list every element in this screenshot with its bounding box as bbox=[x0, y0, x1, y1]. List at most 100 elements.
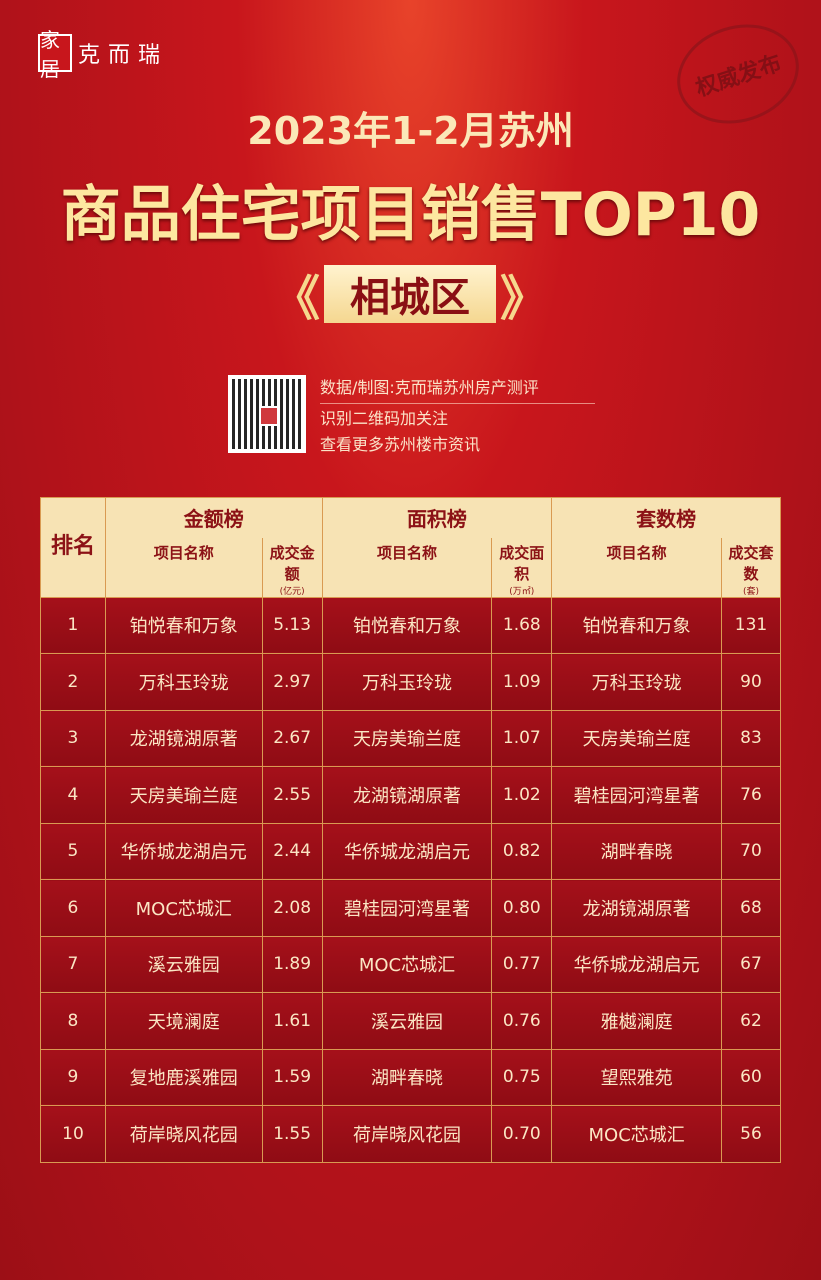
area-project-cell: MOC芯城汇 bbox=[321, 935, 493, 993]
units-project-cell: 雅樾澜庭 bbox=[551, 992, 722, 1050]
area-project-cell: 华侨城龙湖启元 bbox=[321, 822, 493, 880]
amount-project-cell: 荷岸晓风花园 bbox=[104, 1105, 263, 1163]
district-banner: 《 相城区 》 bbox=[272, 262, 548, 327]
amount-value-cell: 2.08 bbox=[261, 879, 323, 937]
col-project-name: 项目名称 bbox=[104, 537, 263, 598]
table-row: 7 溪云雅园 1.89 MOC芯城汇 0.77 华侨城龙湖启元 67 bbox=[40, 935, 781, 993]
source-credit: 数据/制图:克而瑞苏州房产测评 bbox=[320, 375, 595, 404]
rank-cell: 3 bbox=[40, 709, 106, 767]
right-bracket-icon: 》 bbox=[499, 271, 548, 327]
unit-label: (亿元) bbox=[279, 586, 305, 597]
units-value-cell: 60 bbox=[721, 1048, 781, 1106]
value-col-label: 成交金额 bbox=[269, 543, 315, 583]
amount-project-cell: 龙湖镜湖原著 bbox=[104, 709, 263, 767]
table-row: 8 天境澜庭 1.61 溪云雅园 0.76 雅樾澜庭 62 bbox=[40, 992, 781, 1050]
amount-value-cell: 1.89 bbox=[261, 935, 323, 993]
amount-project-cell: 溪云雅园 bbox=[104, 935, 263, 993]
area-value-cell: 0.77 bbox=[491, 935, 553, 993]
units-project-cell: 龙湖镜湖原著 bbox=[551, 879, 722, 937]
units-value-cell: 62 bbox=[721, 992, 781, 1050]
area-value-cell: 0.75 bbox=[491, 1048, 553, 1106]
col-project-name: 项目名称 bbox=[551, 537, 722, 598]
units-project-cell: 望熙雅苑 bbox=[551, 1048, 722, 1106]
amount-value-cell: 5.13 bbox=[261, 596, 323, 654]
rank-cell: 7 bbox=[40, 935, 106, 993]
units-project-cell: 湖畔春晓 bbox=[551, 822, 722, 880]
amount-project-cell: 万科玉玲珑 bbox=[104, 653, 263, 711]
area-project-cell: 碧桂园河湾星著 bbox=[321, 879, 493, 937]
units-project-cell: 天房美瑜兰庭 bbox=[551, 709, 722, 767]
amount-value-cell: 2.55 bbox=[261, 766, 323, 824]
area-project-cell: 铂悦春和万象 bbox=[321, 596, 493, 654]
rank-cell: 1 bbox=[40, 596, 106, 654]
table-row: 3 龙湖镜湖原著 2.67 天房美瑜兰庭 1.07 天房美瑜兰庭 83 bbox=[40, 709, 781, 767]
amount-value-cell: 1.61 bbox=[261, 992, 323, 1050]
area-project-cell: 天房美瑜兰庭 bbox=[321, 709, 493, 767]
area-value-cell: 0.80 bbox=[491, 879, 553, 937]
group-area: 面积榜 bbox=[321, 497, 553, 538]
area-project-cell: 溪云雅园 bbox=[321, 992, 493, 1050]
units-value-cell: 76 bbox=[721, 766, 781, 824]
amount-project-cell: 天房美瑜兰庭 bbox=[104, 766, 263, 824]
units-value-cell: 131 bbox=[721, 596, 781, 654]
area-value-cell: 1.68 bbox=[491, 596, 553, 654]
value-col-label: 成交面积 bbox=[499, 543, 545, 583]
left-bracket-icon: 《 bbox=[272, 271, 321, 327]
table-row: 9 复地鹿溪雅园 1.59 湖畔春晓 0.75 望熙雅苑 60 bbox=[40, 1048, 781, 1106]
page-title: 商品住宅项目销售TOP10 bbox=[60, 180, 761, 250]
units-project-cell: 万科玉玲珑 bbox=[551, 653, 722, 711]
units-project-cell: MOC芯城汇 bbox=[551, 1105, 722, 1163]
col-value: 成交面积 (万㎡) bbox=[491, 537, 553, 598]
col-project-name: 项目名称 bbox=[321, 537, 493, 598]
area-value-cell: 0.70 bbox=[491, 1105, 553, 1163]
table-row: 6 MOC芯城汇 2.08 碧桂园河湾星著 0.80 龙湖镜湖原著 68 bbox=[40, 879, 781, 937]
brand-name: 克而瑞 bbox=[78, 43, 169, 68]
area-value-cell: 0.76 bbox=[491, 992, 553, 1050]
source-info: 数据/制图:克而瑞苏州房产测评 识别二维码加关注 查看更多苏州楼市资讯 bbox=[320, 375, 595, 458]
units-value-cell: 90 bbox=[721, 653, 781, 711]
rank-cell: 8 bbox=[40, 992, 106, 1050]
col-value: 成交套数 (套) bbox=[721, 537, 781, 598]
rank-cell: 10 bbox=[40, 1105, 106, 1163]
rank-header: 排名 bbox=[40, 497, 106, 598]
rank-cell: 4 bbox=[40, 766, 106, 824]
col-value: 成交金额 (亿元) bbox=[261, 537, 323, 598]
value-col-label: 成交套数 bbox=[728, 543, 774, 583]
amount-value-cell: 1.55 bbox=[261, 1105, 323, 1163]
table-row: 4 天房美瑜兰庭 2.55 龙湖镜湖原著 1.02 碧桂园河湾星著 76 bbox=[40, 766, 781, 824]
area-project-cell: 湖畔春晓 bbox=[321, 1048, 493, 1106]
units-value-cell: 68 bbox=[721, 879, 781, 937]
amount-value-cell: 2.67 bbox=[261, 709, 323, 767]
unit-label: (套) bbox=[742, 586, 760, 597]
district-label: 相城区 bbox=[324, 265, 496, 323]
table-row: 2 万科玉玲珑 2.97 万科玉玲珑 1.09 万科玉玲珑 90 bbox=[40, 653, 781, 711]
area-value-cell: 0.82 bbox=[491, 822, 553, 880]
units-value-cell: 67 bbox=[721, 935, 781, 993]
area-project-cell: 龙湖镜湖原著 bbox=[321, 766, 493, 824]
amount-project-cell: 铂悦春和万象 bbox=[104, 596, 263, 654]
units-project-cell: 华侨城龙湖启元 bbox=[551, 935, 722, 993]
amount-project-cell: MOC芯城汇 bbox=[104, 879, 263, 937]
more-info-hint: 查看更多苏州楼市资讯 bbox=[320, 435, 481, 454]
area-value-cell: 1.02 bbox=[491, 766, 553, 824]
group-units: 套数榜 bbox=[551, 497, 781, 538]
units-value-cell: 70 bbox=[721, 822, 781, 880]
unit-label: (万㎡) bbox=[509, 586, 535, 597]
follow-hint: 识别二维码加关注 bbox=[320, 409, 449, 428]
area-project-cell: 万科玉玲珑 bbox=[321, 653, 493, 711]
amount-project-cell: 华侨城龙湖启元 bbox=[104, 822, 263, 880]
ranking-table: 排名 金额榜 面积榜 套数榜 项目名称 成交金额 (亿元) 项目名称 成交面积 (万㎡) 项… bbox=[40, 497, 781, 1163]
area-value-cell: 1.07 bbox=[491, 709, 553, 767]
area-value-cell: 1.09 bbox=[491, 653, 553, 711]
amount-value-cell: 2.97 bbox=[261, 653, 323, 711]
qr-code bbox=[228, 375, 306, 453]
rank-cell: 9 bbox=[40, 1048, 106, 1106]
group-amount: 金额榜 bbox=[104, 497, 323, 538]
logo-mark: 家居 bbox=[38, 28, 72, 81]
table-row: 10 荷岸晓风花园 1.55 荷岸晓风花园 0.70 MOC芯城汇 56 bbox=[40, 1105, 781, 1163]
amount-project-cell: 复地鹿溪雅园 bbox=[104, 1048, 263, 1106]
brand-logo: 家居 克而瑞 bbox=[38, 28, 169, 81]
units-project-cell: 碧桂园河湾星著 bbox=[551, 766, 722, 824]
units-value-cell: 56 bbox=[721, 1105, 781, 1163]
amount-value-cell: 2.44 bbox=[261, 822, 323, 880]
